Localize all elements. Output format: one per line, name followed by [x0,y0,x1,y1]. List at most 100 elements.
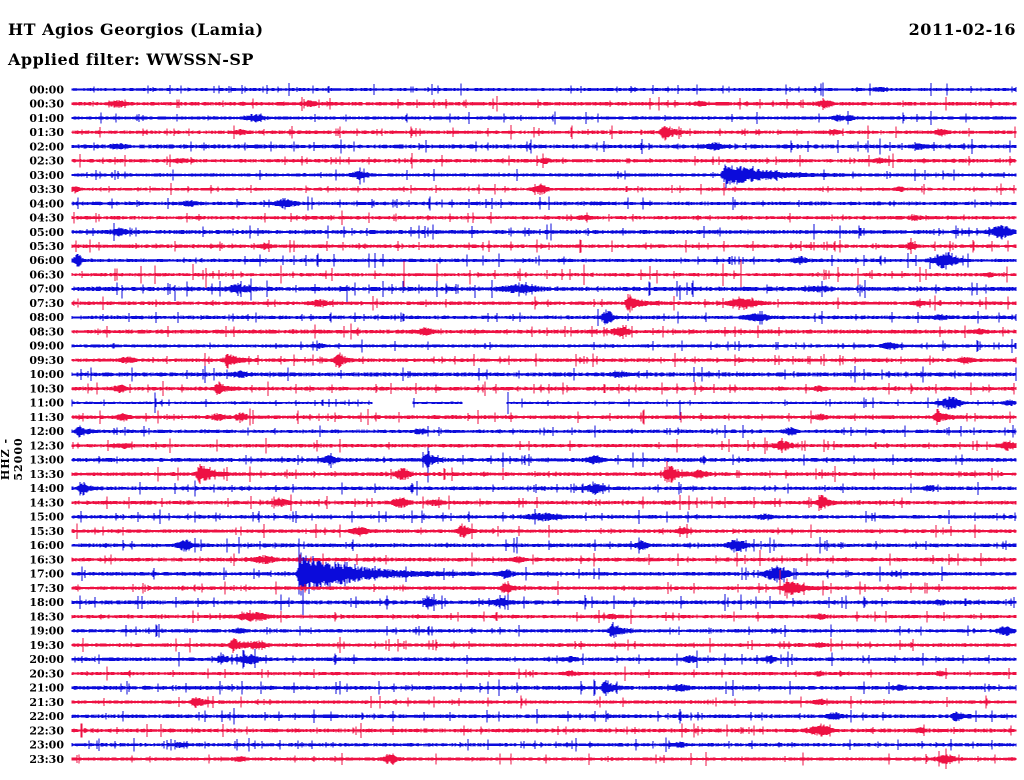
trace-23-30 [71,748,1017,770]
time-label: 01:30 [29,126,64,139]
time-label: 12:30 [29,439,64,452]
trace-10-00 [71,365,1017,383]
trace-03-30 [71,183,1017,196]
trace-08-30 [71,323,1017,340]
trace-13-30 [71,461,1017,484]
time-label: 03:30 [29,183,64,196]
trace-12-00 [71,424,1017,438]
trace-00-30 [71,96,1017,112]
trace-22-30 [71,723,1017,738]
trace-11-30 [71,408,1017,426]
time-label: 22:30 [29,724,64,737]
trace-21-00 [71,679,1017,697]
trace-06-30 [71,259,1017,290]
plot-date: 2011-02-16 [908,20,1016,39]
trace-07-30 [71,294,1017,313]
time-label: 22:00 [29,710,64,723]
time-label: 19:30 [29,639,64,652]
trace-13-00 [71,447,1017,483]
time-label: 10:00 [29,368,64,381]
trace-10-30 [71,381,1017,397]
trace-00-00 [71,82,1017,97]
trace-17-30 [71,569,1017,599]
trace-01-30 [71,125,1017,141]
station-title: HT Agios Georgios (Lamia) [8,20,264,39]
trace-04-00 [71,196,1017,211]
time-label: 23:30 [29,753,64,766]
time-label: 09:30 [29,354,64,367]
time-label: 02:30 [29,155,64,168]
time-label: 21:00 [29,682,64,695]
time-label: 04:30 [29,212,64,225]
trace-23-00 [71,737,1017,752]
time-label: 16:30 [29,553,64,566]
trace-15-00 [71,509,1017,525]
trace-06-00 [71,252,1017,270]
time-label: 07:00 [29,283,64,296]
time-label: 15:30 [29,525,64,538]
trace-18-00 [71,593,1017,611]
trace-03-00 [71,164,1017,189]
time-label: 00:30 [29,98,64,111]
trace-16-30 [71,550,1017,567]
trace-04-30 [71,210,1017,225]
trace-20-30 [71,666,1017,681]
time-label: 23:00 [29,739,64,752]
time-label: 15:00 [29,511,64,524]
trace-11-00 [71,391,1017,420]
trace-20-00 [71,648,1017,669]
time-label: 02:00 [29,140,64,153]
time-label: 18:00 [29,596,64,609]
time-label: 11:00 [29,397,64,410]
applied-filter-label: Applied filter: WWSSN-SP [8,50,254,69]
time-label: 13:00 [29,454,64,467]
time-label: 20:30 [29,667,64,680]
time-label: 19:00 [29,625,64,638]
trace-19-00 [71,621,1017,638]
trace-02-30 [71,152,1017,169]
trace-22-00 [71,708,1017,725]
trace-05-00 [71,222,1017,242]
trace-19-30 [71,637,1017,654]
trace-14-00 [71,480,1017,497]
time-label: 20:00 [29,653,64,666]
trace-16-00 [71,536,1017,554]
trace-08-00 [71,309,1017,326]
time-label: 17:30 [29,582,64,595]
time-label: 05:00 [29,226,64,239]
trace-12-30 [71,437,1017,454]
time-label: 14:30 [29,496,64,509]
time-label: 16:00 [29,539,64,552]
time-label: 06:00 [29,254,64,267]
trace-01-00 [71,111,1017,125]
time-label: 13:30 [29,468,64,481]
time-label: 09:00 [29,340,64,353]
time-label: 18:30 [29,610,64,623]
time-label: 07:30 [29,297,64,310]
time-label: 11:30 [29,411,64,424]
time-label: 17:00 [29,568,64,581]
time-label: 01:00 [29,112,64,125]
time-label: 21:30 [29,696,64,709]
time-label: 04:00 [29,197,64,210]
time-label: 06:30 [29,269,64,282]
trace-15-30 [71,523,1017,540]
time-label: 08:30 [29,326,64,339]
trace-18-30 [71,609,1017,624]
time-label: 08:00 [29,311,64,324]
trace-17-00 [71,538,1017,617]
trace-05-30 [71,238,1017,254]
trace-09-00 [71,339,1017,353]
time-label: 10:30 [29,382,64,395]
trace-02-00 [71,138,1017,155]
trace-09-30 [71,352,1017,369]
trace-14-30 [71,494,1017,511]
time-label: 14:00 [29,482,64,495]
channel-axis-label: HHZ - 52000 [0,437,25,481]
time-label: 12:00 [29,425,64,438]
trace-21-30 [71,695,1017,709]
time-label: 03:00 [29,169,64,182]
trace-07-00 [71,278,1017,303]
